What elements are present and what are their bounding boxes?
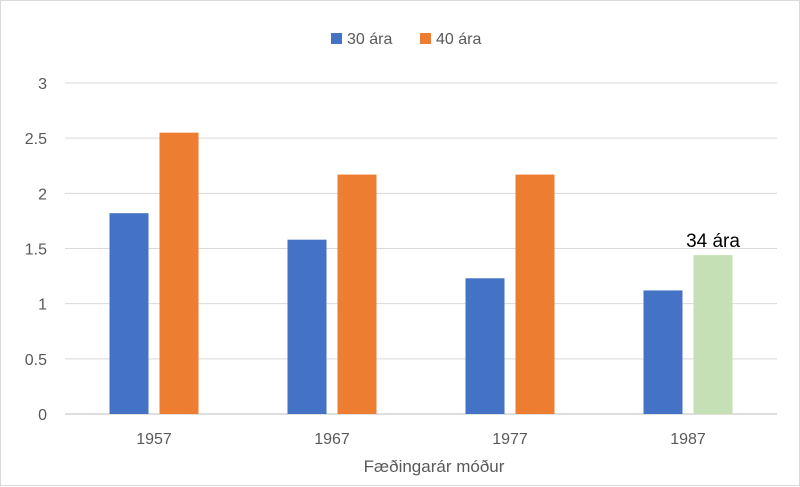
y-tick-label: 1.5 — [25, 242, 47, 259]
bar-1987-30-ára — [643, 290, 683, 414]
legend-label: 40 ára — [436, 31, 481, 48]
legend-label: 30 ára — [347, 31, 392, 48]
x-tick-label: 1987 — [670, 431, 706, 448]
x-axis-label: Fæðingarár móður — [364, 457, 505, 476]
y-tick-label: 0.5 — [25, 352, 47, 369]
x-tick-labels: 1957 1967 1977 1987 — [136, 431, 706, 448]
bar-1957-30-ára — [109, 213, 149, 414]
legend-swatch — [331, 33, 342, 44]
y-tick-label: 1 — [38, 297, 47, 314]
bar-1957-40-ára — [159, 132, 199, 414]
y-tick-label: 3 — [38, 76, 47, 93]
annotation-label: 34 ára — [686, 231, 740, 252]
y-tick-labels: 0 0.5 1 1.5 2 2.5 3 — [25, 76, 47, 424]
bar-1967-30-ára — [287, 239, 327, 414]
y-tick-label: 2 — [38, 186, 47, 203]
legend-swatch — [420, 33, 431, 44]
x-tick-label: 1957 — [136, 431, 172, 448]
bars — [109, 132, 733, 414]
x-tick-label: 1967 — [314, 431, 350, 448]
bar-1977-30-ára — [465, 278, 505, 414]
annotations: 34 ára — [686, 231, 740, 252]
bar-1977-40-ára — [515, 174, 555, 414]
bar-1987-40-ára — [693, 255, 733, 414]
bar-1967-40-ára — [337, 174, 377, 414]
x-tick-label: 1977 — [492, 431, 528, 448]
legend: 30 ára 40 ára — [331, 31, 481, 48]
y-tick-label: 2.5 — [25, 131, 47, 148]
y-tick-label: 0 — [38, 407, 47, 424]
